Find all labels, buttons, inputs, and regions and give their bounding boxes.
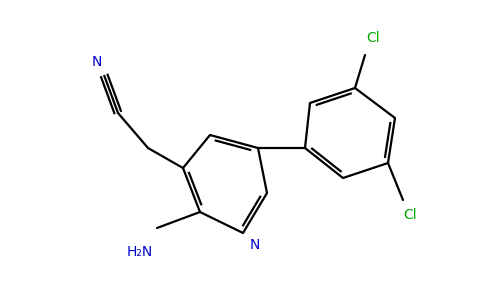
Text: N: N (250, 238, 260, 252)
Text: N: N (92, 55, 102, 69)
Text: H₂N: H₂N (127, 245, 153, 259)
Text: Cl: Cl (366, 31, 380, 45)
Text: Cl: Cl (403, 208, 417, 222)
